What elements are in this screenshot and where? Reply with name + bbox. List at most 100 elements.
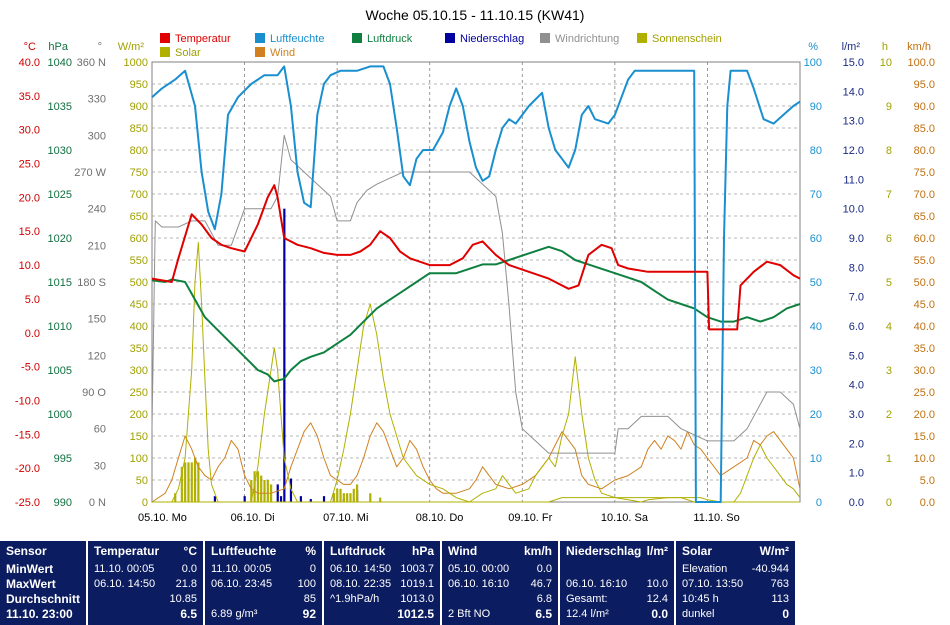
axis-tick: 80.0 [914, 145, 935, 157]
panel-row: 1012.5 [330, 607, 434, 621]
panel-row: Gesamt: 12.4 [566, 592, 668, 606]
chart-title: Woche 05.10.15 - 11.10.15 (KW41) [366, 7, 585, 23]
axis-tick: 600 [130, 233, 148, 245]
axis-tick: 25.0 [19, 159, 40, 171]
panel-row-value: 21.8 [175, 578, 197, 590]
axis-unit: W/m² [118, 41, 145, 53]
axis-tick: 90 O [82, 387, 106, 399]
legend-swatch [637, 33, 647, 43]
panel-header: Wind km/h [448, 544, 552, 558]
axis-tick: 0 [816, 497, 822, 509]
legend-swatch [540, 33, 550, 43]
panel-row: 06.10. 16:10 46.7 [448, 577, 552, 591]
axis-tick: 850 [130, 123, 148, 135]
panel-row-value: 1003.7 [400, 563, 434, 575]
axis-tick: 20.0 [19, 192, 40, 204]
panel-title: Sensor [6, 544, 47, 558]
bar-sonnenschein [332, 493, 336, 502]
bar-sonnenschein [174, 493, 177, 502]
bar-sonnenschein [193, 458, 197, 502]
legend-label: Wind [270, 47, 295, 59]
series-line-luftdruck [151, 245, 801, 383]
panel-row: MaxWert [6, 577, 80, 591]
axis-tick: 30.0 [914, 365, 935, 377]
stats-panel: Temperatur °C 11.10. 00:05 0.0 06.10. 14:50 2… [88, 541, 203, 625]
legend-swatch [160, 33, 170, 43]
bar-sonnenschein [197, 462, 200, 502]
panel-row: 06.10. 16:10 10.0 [566, 577, 668, 591]
bar-sonnenschein [379, 497, 382, 502]
panel-row: 06.10. 14:50 1003.7 [330, 562, 434, 576]
axis-tick: 45.0 [914, 299, 935, 311]
panel-row-value: 0.0 [181, 563, 197, 575]
panel-row-label: 11.10. 00:05 [211, 563, 272, 575]
axis-tick: -20.0 [15, 463, 40, 475]
axis-unit: % [808, 41, 818, 53]
panel-row-label: 10:45 h [682, 593, 719, 605]
axis-tick: 995 [54, 453, 72, 465]
x-tick-label: 08.10. Do [416, 512, 464, 524]
axis-tick: 5.0 [25, 294, 40, 306]
panel-row-value: 0 [309, 563, 316, 575]
bar-sonnenschein [342, 493, 345, 502]
axis-tick: 30.0 [19, 125, 40, 137]
panel-row-label: 2 Bft NO [448, 608, 491, 620]
panel-row-value: 0 [782, 607, 789, 621]
x-tick-label: 07.10. Mi [323, 512, 368, 524]
panel-row-value: 0.0 [651, 607, 668, 621]
axis-tick: 5.0 [849, 350, 864, 362]
axis-tick: 8.0 [849, 262, 864, 274]
axis-tick: -10.0 [15, 395, 40, 407]
legend-label: Solar [175, 47, 201, 59]
bar-sonnenschein [187, 462, 190, 502]
axis-tick: 8 [886, 145, 892, 157]
bar-niederschlag [299, 496, 302, 502]
series-line-windrichtung [151, 134, 801, 454]
bar-sonnenschein [349, 493, 352, 502]
bar-sonnenschein [260, 475, 263, 502]
panel-row-value: 92 [302, 607, 316, 621]
axis-tick: 10 [880, 57, 892, 69]
bar-niederschlag [322, 496, 326, 502]
panel-row: 08.10. 22:35 1019.1 [330, 577, 434, 591]
panel-row: ^1.9hPa/h 1013.0 [330, 592, 434, 606]
panel-row-value: 763 [770, 578, 789, 590]
axis-tick: -5.0 [21, 362, 40, 374]
stats-panel: Niederschlag l/m² 06.10. 16:10 10.0 Gesamt: 1… [560, 541, 674, 625]
axis-unit: ° [98, 41, 102, 53]
bar-sonnenschein [355, 484, 359, 502]
axis-tick: 360 N [77, 57, 106, 69]
panel-row: 85 [211, 592, 316, 606]
panel-row-label: Gesamt: [566, 593, 608, 605]
bar-niederschlag [309, 499, 312, 502]
axis-tick: 15.0 [914, 431, 935, 443]
axis-tick: 1000 [124, 57, 148, 69]
axis-tick: 70.0 [914, 189, 935, 201]
panel-row-value: 1012.5 [397, 607, 434, 621]
axis-tick: 5.0 [920, 475, 935, 487]
panel-row-label: 06.10. 23:45 [211, 578, 273, 590]
axis-tick: 40 [810, 321, 822, 333]
axis-tick: 150 [130, 431, 148, 443]
x-tick-label: 10.10. Sa [601, 512, 649, 524]
panel-unit: hPa [411, 544, 434, 558]
axis-tick: 2.0 [849, 438, 864, 450]
panel-row-value: -40.944 [751, 563, 789, 575]
stats-panel: Wind km/h 05.10. 00:00 0.0 06.10. 16:10 46.7 6… [442, 541, 558, 625]
axis-tick: 80 [810, 145, 822, 157]
panel-row: 6.8 [448, 592, 552, 606]
axis-tick: 750 [130, 167, 148, 179]
panel-row: 2 Bft NO 6.5 [448, 607, 552, 621]
panel-header: Sensor [6, 544, 80, 558]
panel-unit: % [305, 544, 316, 558]
panel-row: 05.10. 00:00 0.0 [448, 562, 552, 576]
x-tick-label: 11.10. So [693, 512, 739, 524]
axis-tick: 100.0 [907, 57, 935, 69]
axis-tick: 1020 [48, 233, 72, 245]
bar-niederschlag [279, 496, 283, 502]
panel-header: Solar W/m² [682, 544, 789, 558]
panel-header: Temperatur °C [94, 544, 197, 558]
axis-tick: 200 [130, 409, 148, 421]
axis-tick: 25.0 [914, 387, 935, 399]
bar-niederschlag [276, 484, 279, 502]
